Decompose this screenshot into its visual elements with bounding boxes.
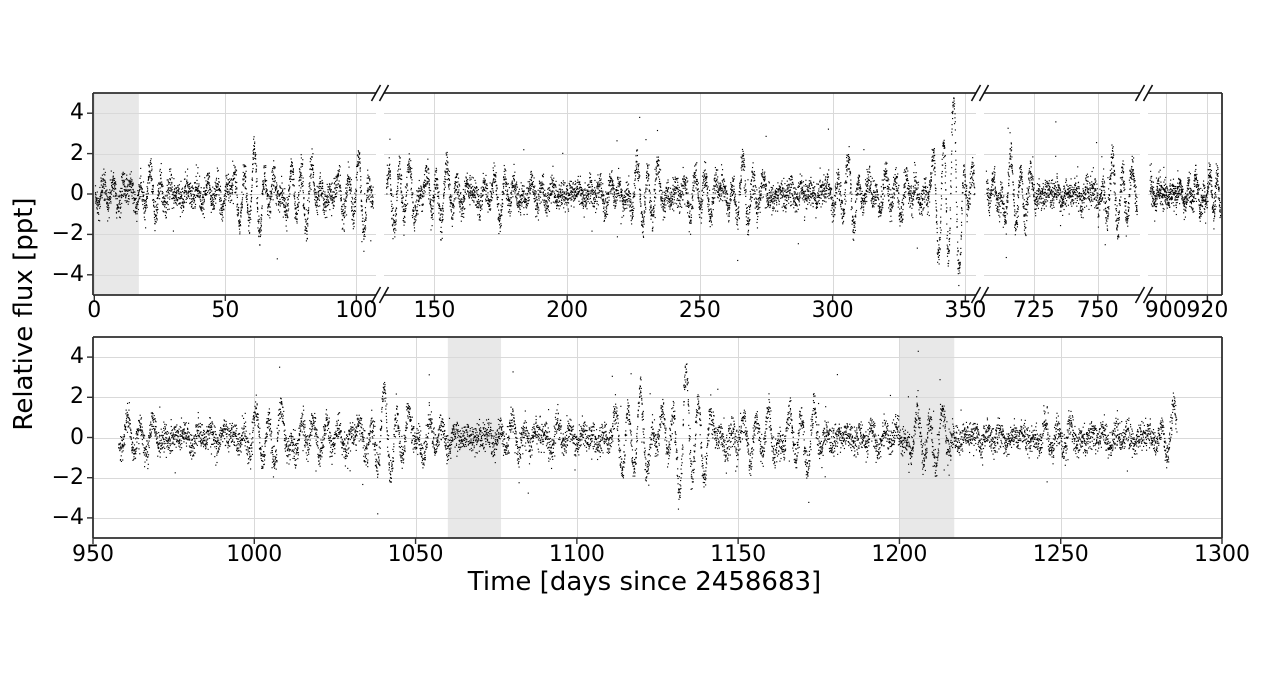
y-tick-label: 2: [70, 140, 84, 166]
y-tick-label: −4: [51, 504, 84, 530]
x-tick-label: 950: [72, 542, 114, 567]
x-tick-label: 250: [678, 298, 721, 323]
x-tick-label: 100: [335, 298, 378, 323]
y-tick-label: −2: [51, 464, 84, 490]
x-tick-label: 1300: [1194, 542, 1250, 567]
x-tick-label: 1250: [1032, 542, 1089, 567]
y-tick-label: −2: [51, 221, 84, 247]
x-tick-label: 750: [1076, 298, 1119, 323]
x-tick-label: 350: [944, 298, 987, 323]
x-tick-label: 1200: [871, 542, 928, 567]
x-tick-label: 920: [1186, 298, 1229, 323]
y-tick-label: −4: [51, 261, 84, 287]
y-tick-label: 4: [70, 100, 84, 126]
x-tick-label: 1050: [387, 542, 444, 567]
x-tick-label: 1000: [226, 542, 283, 567]
y-tick-label: 2: [70, 384, 84, 410]
y-tick-label: 0: [70, 424, 84, 450]
x-tick-label: 1100: [548, 542, 605, 567]
y-tick-label: 4: [70, 344, 84, 370]
x-tick-label: 725: [1012, 298, 1055, 323]
x-axis-label: Time [days since 2458683]: [467, 567, 822, 597]
x-tick-label: 0: [87, 298, 102, 323]
x-tick-label: 150: [413, 298, 456, 323]
x-tick-label: 1150: [710, 542, 767, 567]
x-tick-label: 900: [1144, 298, 1187, 323]
x-tick-label: 200: [546, 298, 589, 323]
x-tick-label: 300: [811, 298, 854, 323]
y-tick-label: 0: [70, 181, 84, 206]
x-tick-label: 50: [211, 298, 240, 323]
